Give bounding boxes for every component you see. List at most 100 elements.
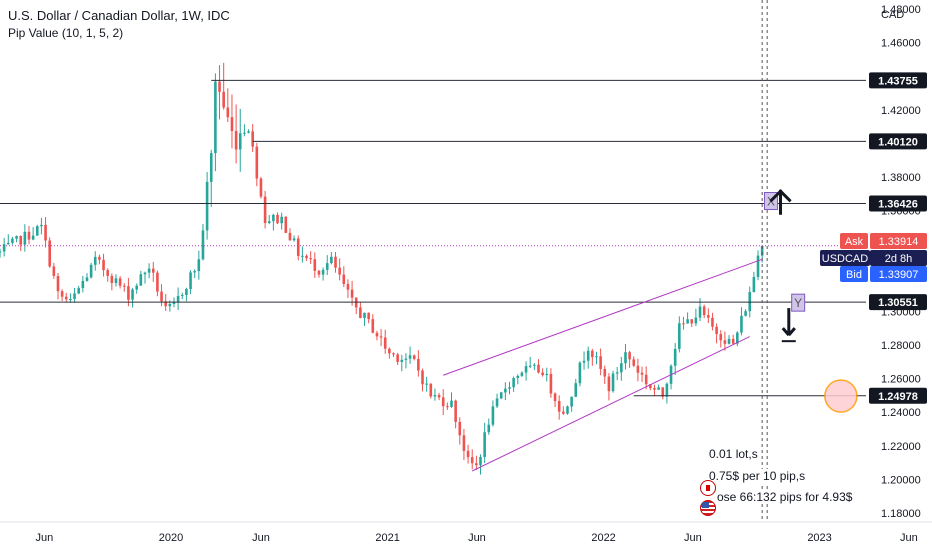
candle-body[interactable] [180, 294, 184, 296]
candle-body[interactable] [288, 232, 292, 241]
candle-body[interactable] [375, 332, 379, 337]
candle-body[interactable] [644, 374, 648, 385]
candle-body[interactable] [566, 406, 569, 414]
candle-body[interactable] [632, 359, 636, 366]
candle-body[interactable] [263, 196, 267, 223]
candle-body[interactable] [371, 319, 375, 333]
candle-body[interactable] [520, 372, 524, 376]
candle-body[interactable] [151, 268, 155, 273]
candle-body[interactable] [462, 435, 466, 451]
candle-body[interactable] [586, 350, 590, 361]
candle-body[interactable] [139, 274, 143, 286]
candle-body[interactable] [719, 334, 723, 341]
candle-body[interactable] [6, 242, 10, 245]
candle-body[interactable] [222, 91, 225, 108]
candle-body[interactable] [60, 291, 64, 297]
candle-body[interactable] [325, 263, 329, 270]
candle-body[interactable] [143, 272, 147, 275]
candle-body[interactable] [205, 181, 209, 231]
candle-body[interactable] [698, 306, 702, 318]
candle-body[interactable] [657, 387, 660, 390]
candle-body[interactable] [147, 268, 151, 273]
candle-body[interactable] [48, 240, 52, 267]
candle-body[interactable] [168, 303, 172, 307]
candle-body[interactable] [230, 117, 234, 132]
candle-body[interactable] [127, 286, 130, 300]
candle-body[interactable] [466, 450, 470, 458]
candle-body[interactable] [176, 295, 180, 302]
candle-body[interactable] [628, 352, 631, 360]
candle-body[interactable] [678, 323, 681, 349]
candle-body[interactable] [640, 372, 644, 375]
candle-body[interactable] [276, 214, 279, 224]
candle-body[interactable] [553, 393, 557, 402]
candle-body[interactable] [475, 463, 478, 466]
candle-body[interactable] [408, 355, 412, 359]
candle-body[interactable] [731, 338, 735, 344]
candle-body[interactable] [599, 356, 602, 369]
candle-body[interactable] [93, 256, 97, 265]
candle-body[interactable] [400, 359, 404, 362]
candle-body[interactable] [499, 392, 503, 399]
candle-body[interactable] [56, 275, 60, 292]
candle-body[interactable] [110, 275, 114, 284]
candle-body[interactable] [450, 400, 453, 407]
candle-body[interactable] [363, 312, 366, 318]
candle-body[interactable] [404, 358, 408, 360]
candle-body[interactable] [185, 288, 188, 295]
candle-body[interactable] [11, 238, 14, 243]
candle-body[interactable] [40, 224, 43, 227]
candle-body[interactable] [744, 311, 747, 316]
candle-body[interactable] [197, 259, 201, 272]
candle-body[interactable] [578, 362, 582, 384]
candle-body[interactable] [31, 235, 35, 240]
candle-body[interactable] [620, 363, 623, 373]
candle-body[interactable] [570, 396, 573, 407]
candle-body[interactable] [690, 319, 694, 324]
candle-body[interactable] [164, 301, 167, 307]
candle-body[interactable] [508, 387, 511, 389]
candle-body[interactable] [673, 348, 677, 366]
candle-body[interactable] [330, 256, 333, 264]
candle-body[interactable] [702, 306, 706, 316]
candle-body[interactable] [495, 398, 499, 407]
candle-body[interactable] [69, 298, 72, 300]
candle-body[interactable] [615, 372, 619, 374]
candle-body[interactable] [334, 256, 337, 268]
candle-body[interactable] [15, 236, 18, 239]
candle-body[interactable] [425, 383, 428, 385]
target-circle[interactable] [824, 379, 858, 413]
candle-body[interactable] [122, 285, 126, 287]
candle-body[interactable] [562, 411, 565, 414]
candle-body[interactable] [301, 255, 304, 257]
candle-body[interactable] [533, 364, 536, 366]
candle-body[interactable] [77, 288, 81, 294]
candle-body[interactable] [346, 283, 350, 290]
candle-body[interactable] [591, 350, 594, 358]
candle-body[interactable] [367, 312, 370, 320]
candle-body[interactable] [433, 395, 437, 397]
candle-body[interactable] [707, 315, 710, 318]
candle-body[interactable] [752, 276, 756, 293]
candle-body[interactable] [44, 224, 47, 241]
candle-body[interactable] [338, 267, 341, 275]
candle-body[interactable] [595, 356, 598, 358]
candle-body[interactable] [760, 245, 764, 256]
candle-body[interactable] [437, 395, 441, 398]
candle-body[interactable] [284, 216, 288, 233]
candle-body[interactable] [429, 383, 433, 397]
candle-body[interactable] [296, 238, 300, 256]
candle-body[interactable] [292, 238, 296, 241]
candle-body[interactable] [537, 364, 540, 373]
candle-body[interactable] [483, 432, 486, 457]
candle-body[interactable] [156, 272, 159, 292]
candle-body[interactable] [665, 383, 669, 397]
candle-body[interactable] [243, 132, 246, 134]
candle-body[interactable] [607, 376, 611, 392]
candle-body[interactable] [516, 375, 520, 379]
candle-body[interactable] [359, 307, 362, 318]
candle-body[interactable] [470, 457, 474, 464]
candle-body[interactable] [524, 366, 528, 373]
candle-body[interactable] [549, 373, 553, 394]
